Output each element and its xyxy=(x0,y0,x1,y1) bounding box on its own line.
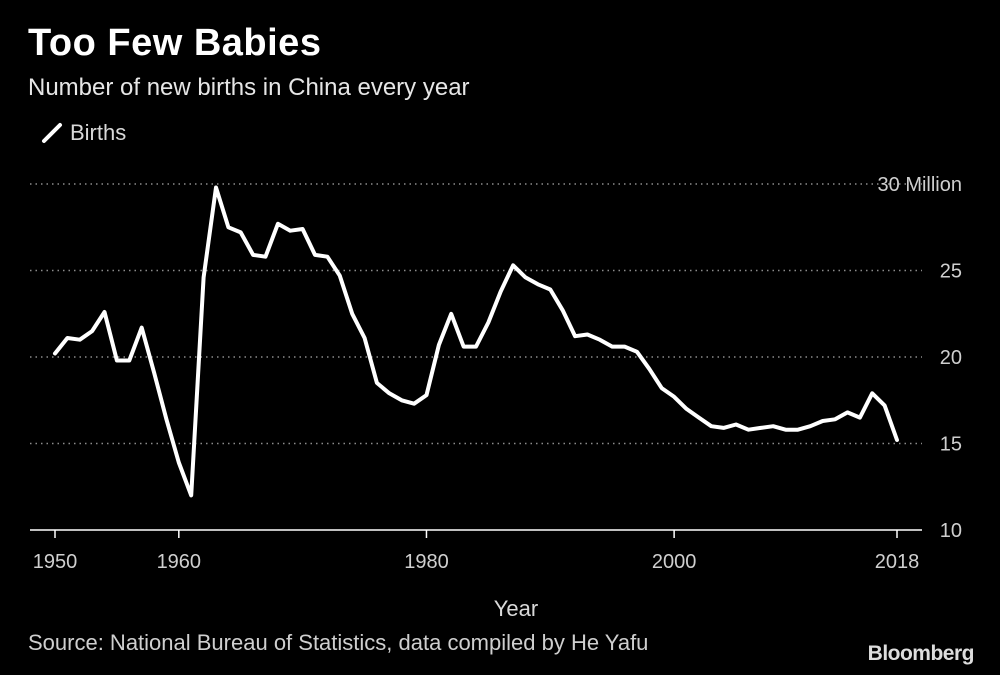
x-tick-label: 2000 xyxy=(652,551,697,573)
series-line-births xyxy=(53,185,899,498)
y-tick-label: 20 xyxy=(940,347,962,369)
x-axis-labels: 1950 1960 1980 2000 2018 xyxy=(33,530,920,573)
y-tick-label: 10 xyxy=(940,520,962,542)
bloomberg-logo: Bloomberg xyxy=(867,642,975,665)
y-tick-label: 25 xyxy=(940,261,962,283)
legend-label: Births xyxy=(70,120,127,145)
gridlines xyxy=(30,183,922,445)
x-tick-label: 2018 xyxy=(875,551,920,573)
x-tick-label: 1960 xyxy=(157,551,202,573)
series-births xyxy=(53,185,899,498)
y-axis-labels: 10 15 20 25 30 Million xyxy=(878,174,962,542)
source-note: Source: National Bureau of Statistics, d… xyxy=(28,630,649,655)
chart-title: Too Few Babies xyxy=(28,22,322,64)
x-axis-title: Year xyxy=(494,596,538,621)
chart-subtitle: Number of new births in China every year xyxy=(28,74,470,101)
y-tick-label: 30 Million xyxy=(878,174,962,196)
legend-line-icon xyxy=(42,123,62,143)
x-tick-label: 1950 xyxy=(33,551,78,573)
legend: Births xyxy=(40,120,126,146)
y-tick-label: 15 xyxy=(940,434,962,456)
x-tick-label: 1980 xyxy=(404,551,449,573)
